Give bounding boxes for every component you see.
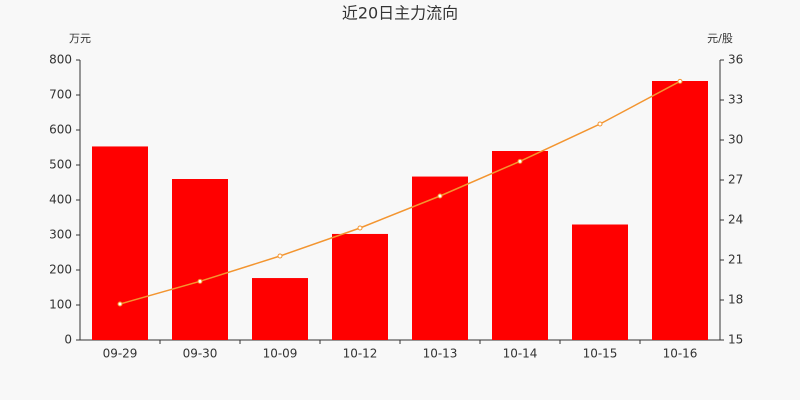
- y-tick-label: 600: [49, 123, 72, 137]
- line-point: [517, 158, 523, 164]
- x-tick-label: 09-29: [103, 347, 138, 361]
- y-tick-label: 300: [49, 228, 72, 242]
- x-tick-label: 10-12: [343, 347, 378, 361]
- bar: [332, 233, 388, 340]
- line-point: [277, 253, 283, 259]
- bar: [172, 179, 228, 340]
- y2-tick-label: 27: [728, 173, 743, 187]
- y-tick-label: 800: [49, 53, 72, 67]
- y-tick-label: 100: [49, 298, 72, 312]
- y-tick-label: 700: [49, 88, 72, 102]
- y2-tick-label: 18: [728, 293, 743, 307]
- y2-tick-label: 24: [728, 213, 743, 227]
- y2-tick-label: 36: [728, 53, 743, 67]
- x-tick-label: 10-14: [503, 347, 538, 361]
- line-point: [597, 121, 603, 127]
- y2-tick-label: 33: [728, 93, 743, 107]
- y2-tick-label: 30: [728, 133, 743, 147]
- line-point: [437, 193, 443, 199]
- x-tick-label: 10-16: [663, 347, 698, 361]
- x-tick-label: 09-30: [183, 347, 218, 361]
- y2-axis-unit: 元/股: [707, 32, 733, 45]
- x-tick-label: 10-15: [583, 347, 618, 361]
- line-point: [677, 78, 683, 84]
- bar: [652, 81, 708, 340]
- chart-title: 近20日主力流向: [342, 4, 458, 23]
- bar: [492, 151, 548, 340]
- y-tick-label: 0: [64, 333, 72, 347]
- line-point: [197, 278, 203, 284]
- bar: [572, 224, 628, 340]
- line-point: [357, 225, 363, 231]
- y-tick-label: 400: [49, 193, 72, 207]
- bar: [92, 146, 148, 340]
- x-tick-label: 10-09: [263, 347, 298, 361]
- y-tick-label: 500: [49, 158, 72, 172]
- line: [119, 80, 681, 305]
- bar: [252, 278, 308, 340]
- y2-tick-label: 21: [728, 253, 743, 267]
- x-tick-label: 10-13: [423, 347, 458, 361]
- bar: [412, 176, 468, 340]
- y-tick-label: 200: [49, 263, 72, 277]
- y2-tick-label: 15: [728, 333, 743, 347]
- y-axis-unit: 万元: [69, 32, 91, 45]
- line-point: [117, 301, 123, 307]
